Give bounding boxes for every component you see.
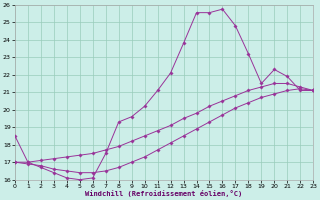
- X-axis label: Windchill (Refroidissement éolien,°C): Windchill (Refroidissement éolien,°C): [85, 190, 243, 197]
